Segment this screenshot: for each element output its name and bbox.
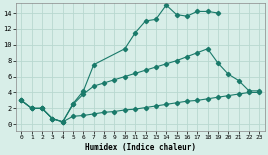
X-axis label: Humidex (Indice chaleur): Humidex (Indice chaleur) xyxy=(85,143,196,152)
